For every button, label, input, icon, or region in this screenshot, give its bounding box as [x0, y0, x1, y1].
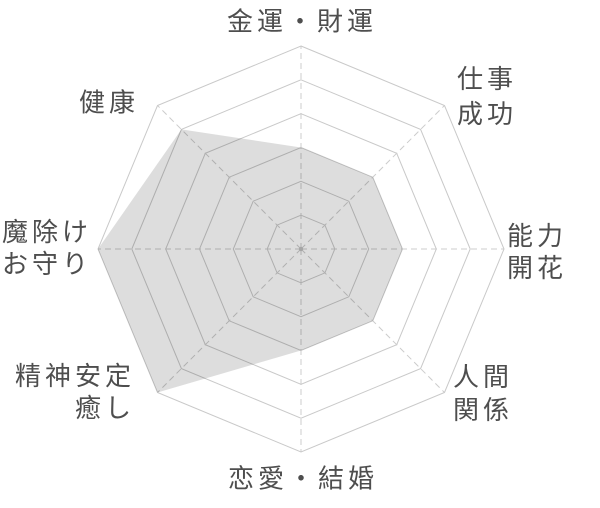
axis-label-ability-bloom: 能力 開花 [507, 221, 567, 285]
axis-line [157, 248, 302, 393]
axis-label-text: 成功 [457, 100, 518, 129]
axis-line [157, 105, 302, 250]
axis-label-text: 精神安定 [14, 362, 135, 391]
axis-label-money-luck: 金運・財運 [227, 6, 377, 39]
axis-label-text: 開花 [507, 254, 568, 283]
axis-line [300, 248, 445, 393]
axis-line [300, 105, 445, 250]
axis-label-text: 仕事 [457, 65, 518, 94]
axis-label-mental-healing: 精神安定 癒し [15, 361, 135, 425]
center-dot [298, 246, 304, 252]
axis-label-text: 恋愛・結婚 [227, 464, 379, 494]
grid-ring [131, 79, 471, 419]
data-polygon [98, 129, 403, 393]
axis-label-text: 人間 [453, 363, 514, 392]
axis-label-health: 健康 [79, 87, 139, 120]
axis-label-text: 金運・財運 [226, 7, 378, 37]
axis-label-love-marriage: 恋愛・結婚 [228, 463, 378, 496]
axis-label-text: 健康 [78, 88, 140, 118]
axis-label-text: お守り [1, 250, 92, 279]
axis-label-amulet: 魔除け お守り [2, 217, 92, 281]
axis-label-text: 能力 [507, 222, 568, 251]
axis-label-relationships: 人間 関係 [453, 361, 513, 427]
axis-label-work-success: 仕事 成功 [457, 62, 517, 132]
axis-label-text: 癒し [74, 394, 135, 423]
axis-label-text: 関係 [453, 396, 514, 425]
grid-ring [232, 180, 370, 318]
axis-label-text: 魔除け [1, 218, 92, 247]
